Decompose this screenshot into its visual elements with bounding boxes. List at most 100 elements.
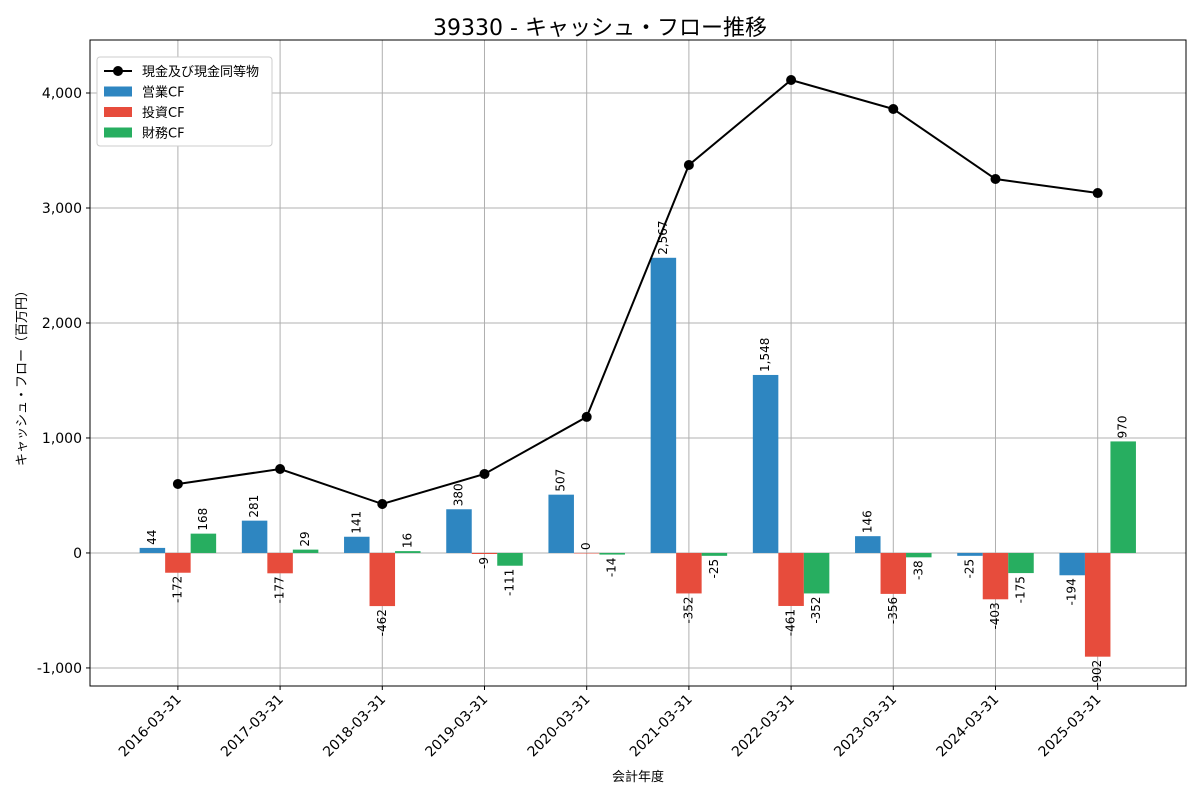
y-tick-label: 3,000	[42, 201, 82, 217]
bar-label: 146	[860, 510, 874, 533]
x-tick-label: 2023-03-31	[831, 692, 900, 761]
cash-point	[377, 498, 388, 509]
x-axis-label: 会計年度	[612, 769, 664, 785]
legend-label: 営業CF	[142, 85, 185, 101]
bar-投資CF	[573, 552, 600, 554]
cash-point	[172, 478, 183, 489]
bar-財務CF	[497, 552, 523, 566]
bar-label: -461	[784, 609, 798, 636]
bar-label: 0	[579, 542, 593, 550]
bar-label: -38	[911, 560, 925, 580]
cash-line	[177, 78, 1098, 506]
bar-投資CF	[676, 552, 702, 594]
cash-point	[888, 103, 899, 114]
legend-label: 現金及び現金同等物	[142, 64, 259, 80]
bar-投資CF	[267, 552, 293, 574]
x-tick-label: 2022-03-31	[729, 692, 798, 761]
bar-label: -177	[273, 576, 287, 603]
cash-point	[1092, 188, 1103, 199]
bar-営業CF	[548, 494, 574, 553]
bar-投資CF	[165, 552, 191, 573]
y-tick-label: 0	[73, 546, 82, 562]
bar-label: 2,567	[656, 220, 670, 254]
bar-投資CF	[1084, 552, 1111, 657]
bar-label: -25	[962, 559, 976, 579]
legend	[96, 56, 273, 147]
bar-label: -352	[809, 596, 823, 623]
bar-label: -462	[375, 609, 389, 636]
y-tick-label: -1,000	[37, 661, 82, 677]
legend-marker-icon	[113, 66, 123, 76]
legend-swatch-icon	[104, 107, 132, 117]
bar-label: 970	[1116, 416, 1130, 439]
bar-label: -403	[988, 602, 1002, 629]
bar-label: -9	[477, 557, 491, 569]
bar-label: 1,548	[758, 338, 772, 372]
bar-財務CF	[803, 552, 830, 594]
y-axis-label: キャッシュ・フロー（百万円）	[15, 284, 30, 466]
cash-point	[581, 411, 592, 422]
bar-label: -356	[886, 597, 900, 624]
bar-営業CF	[241, 520, 268, 553]
bar-財務CF	[701, 552, 728, 556]
x-tick-label: 2016-03-31	[116, 692, 185, 761]
bar-label: -14	[605, 558, 619, 578]
bar-label: -352	[681, 596, 695, 623]
bar-label: 380	[451, 483, 465, 506]
bar-営業CF	[855, 536, 881, 553]
bar-label: -194	[1065, 578, 1079, 605]
cash-point	[479, 468, 490, 479]
y-tick-label: 1,000	[42, 431, 82, 447]
cash-point	[786, 75, 797, 86]
y-tick-label: 4,000	[42, 86, 82, 102]
x-tick-label: 2019-03-31	[422, 692, 491, 761]
bar-label: -172	[170, 576, 184, 603]
bar-財務CF	[1110, 441, 1136, 553]
x-tick-label: 2017-03-31	[218, 692, 287, 761]
legend-swatch-icon	[104, 127, 132, 138]
bar-営業CF	[650, 257, 677, 553]
bar-label: 168	[196, 508, 210, 531]
bar-営業CF	[1059, 552, 1085, 576]
plot-frame	[89, 39, 1187, 687]
bar-label: 44	[145, 530, 159, 545]
cash-point	[990, 174, 1001, 185]
bar-label: -25	[707, 559, 721, 579]
x-tick-label: 2021-03-31	[627, 692, 696, 761]
bar-営業CF	[752, 374, 779, 553]
legend-label: 財務CF	[142, 127, 185, 142]
bar-投資CF	[778, 552, 804, 606]
legend-swatch-icon	[104, 86, 132, 97]
legend-label: 投資CF	[142, 105, 185, 121]
bar-投資CF	[471, 552, 498, 554]
bar-label: 29	[298, 531, 312, 546]
bar-label: 507	[554, 469, 568, 492]
bar-投資CF	[880, 552, 907, 594]
x-tick-label: 2018-03-31	[320, 692, 389, 761]
bar-財務CF	[1008, 552, 1034, 574]
cash-point	[683, 159, 694, 170]
bar-営業CF	[344, 536, 370, 553]
bar-財務CF	[906, 552, 932, 558]
x-tick-label: 2024-03-31	[933, 692, 1002, 761]
bar-label: 16	[400, 533, 414, 548]
bar-財務CF	[190, 533, 217, 553]
bar-営業CF	[446, 509, 472, 553]
bar-投資CF	[982, 552, 1009, 600]
bar-財務CF	[395, 551, 421, 553]
bar-label: -902	[1090, 660, 1104, 687]
chart-title: 39330 - キャッシュ・フロー推移	[433, 16, 767, 41]
bar-財務CF	[599, 552, 625, 555]
bar-label: 281	[247, 495, 261, 518]
cash-point	[275, 464, 286, 475]
x-tick-label: 2020-03-31	[525, 692, 594, 761]
bar-投資CF	[369, 552, 396, 607]
bar-財務CF	[292, 549, 319, 553]
y-tick-label: 2,000	[42, 316, 82, 332]
bar-label: 141	[349, 511, 363, 534]
bar-営業CF	[957, 552, 983, 556]
bar-label: -111	[502, 569, 516, 596]
x-tick-label: 2025-03-31	[1036, 692, 1105, 761]
